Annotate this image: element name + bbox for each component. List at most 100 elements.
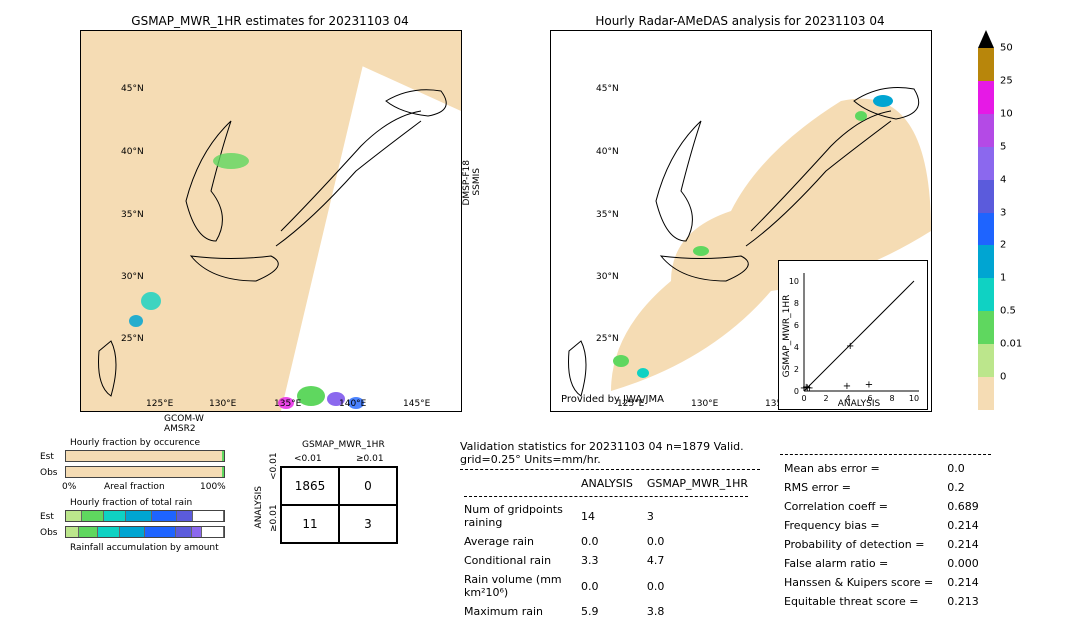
left-map: 25°N30°N 35°N40°N45°N 125°E130°E 135°E14… [80, 30, 462, 412]
svg-text:125°E: 125°E [146, 399, 174, 409]
colorbar-segment [978, 344, 994, 377]
colorbar-tick: 0.01 [1000, 339, 1022, 350]
score-row: RMS error =0.2 [782, 479, 989, 496]
ct-10: 11 [281, 505, 339, 543]
svg-text:10: 10 [789, 277, 799, 286]
svg-text:35°N: 35°N [596, 210, 619, 220]
validation-row: Num of gridpoints raining143 [462, 501, 758, 531]
colorbar-tick: 4 [1000, 174, 1006, 185]
svg-text:2: 2 [823, 394, 828, 403]
right-map-title: Hourly Radar-AMeDAS analysis for 2023110… [550, 14, 930, 28]
totalrain-obs-bar [65, 526, 225, 538]
validation-row: Average rain0.00.0 [462, 533, 758, 550]
occurrence-obs-label: Obs [40, 468, 58, 478]
provider-text: Provided by JWA/JMA [561, 394, 664, 405]
svg-text:25°N: 25°N [596, 334, 619, 344]
colorbar-segment [978, 278, 994, 311]
colorbar-tick: 3 [1000, 207, 1006, 218]
totalrain-title: Hourly fraction of total rain [70, 498, 192, 508]
ct-11: 3 [339, 505, 397, 543]
val-col0: ANALYSIS [579, 475, 643, 492]
svg-text:40°N: 40°N [596, 147, 619, 157]
totalrain-est-bar [65, 510, 225, 522]
occurrence-axis-l: 0% [62, 482, 76, 492]
svg-text:2: 2 [794, 365, 799, 374]
scores-block: Mean abs error =0.0RMS error =0.2Correla… [780, 454, 991, 612]
colorbar-tick: 2 [1000, 240, 1006, 251]
svg-text:8: 8 [794, 299, 799, 308]
svg-text:135°E: 135°E [274, 399, 302, 409]
scatter-plot: +++++++ 0246810 0246810 ANALYSIS GSMAP_M… [778, 260, 928, 410]
svg-text:35°N: 35°N [121, 210, 144, 220]
colorbar-arrow-icon [978, 30, 994, 48]
svg-text:130°E: 130°E [209, 399, 237, 409]
contingency-table: 18650 113 [280, 466, 398, 544]
colorbar-tick: 25 [1000, 75, 1013, 86]
score-row: Frequency bias =0.214 [782, 517, 989, 534]
colorbar-segment [978, 114, 994, 147]
colorbar-segment [978, 245, 994, 278]
scores-table: Mean abs error =0.0RMS error =0.2Correla… [780, 458, 991, 612]
svg-text:130°E: 130°E [691, 399, 719, 409]
colorbar-tick: 0 [1000, 372, 1006, 383]
svg-text:0: 0 [794, 387, 799, 396]
ct-00: 1865 [281, 467, 339, 505]
sat-label-1: GCOM-W [164, 414, 204, 424]
svg-text:30°N: 30°N [596, 272, 619, 282]
colorbar-tick: 50 [1000, 43, 1013, 54]
sat-label-2-sub: SSMIS [472, 168, 482, 196]
score-row: Correlation coeff =0.689 [782, 498, 989, 515]
occurrence-axis-label: Areal fraction [104, 482, 165, 492]
occurrence-axis-r: 100% [200, 482, 226, 492]
sat-label-1-sub: AMSR2 [164, 424, 196, 434]
svg-text:ANALYSIS: ANALYSIS [838, 399, 881, 409]
colorbar-segment [978, 311, 994, 344]
occurrence-est-bar [65, 450, 225, 462]
totalrain-est-label: Est [40, 512, 54, 522]
ct-rh1: ≥0.01 [269, 504, 279, 532]
score-row: Equitable threat score =0.213 [782, 593, 989, 610]
svg-text:+: + [865, 380, 873, 391]
svg-text:145°E: 145°E [403, 399, 431, 409]
ct-ch1: ≥0.01 [356, 454, 384, 464]
occurrence-obs-bar [65, 466, 225, 478]
svg-text:4: 4 [794, 343, 799, 352]
ct-rh0: <0.01 [269, 452, 279, 480]
svg-text:+: + [805, 383, 813, 394]
svg-text:8: 8 [889, 394, 894, 403]
svg-text:140°E: 140°E [339, 399, 367, 409]
svg-text:6: 6 [794, 321, 799, 330]
totalrain-obs-label: Obs [40, 528, 58, 538]
svg-text:+: + [843, 381, 851, 392]
colorbar-segment [978, 377, 994, 410]
colorbar-tick: 5 [1000, 141, 1006, 152]
totalrain-footer: Rainfall accumulation by amount [70, 543, 219, 553]
left-map-canvas: 25°N30°N 35°N40°N45°N 125°E130°E 135°E14… [81, 31, 461, 411]
svg-text:30°N: 30°N [121, 272, 144, 282]
val-col1: GSMAP_MWR_1HR [645, 475, 758, 492]
svg-text:25°N: 25°N [121, 334, 144, 344]
colorbar-segment [978, 180, 994, 213]
validation-table: ANALYSISGSMAP_MWR_1HR Num of gridpoints … [460, 473, 760, 622]
left-map-title: GSMAP_MWR_1HR estimates for 20231103 04 [80, 14, 460, 28]
ct-01: 0 [339, 467, 397, 505]
score-row: Hanssen & Kuipers score =0.214 [782, 574, 989, 591]
svg-text:40°N: 40°N [121, 147, 144, 157]
svg-text:45°N: 45°N [596, 84, 619, 94]
ct-ch0: <0.01 [294, 454, 322, 464]
occurrence-title: Hourly fraction by occurence [70, 438, 200, 448]
colorbar: 502510543210.50.010 [978, 30, 1033, 410]
svg-text:+: + [846, 341, 854, 352]
validation-title: Validation statistics for 20231103 04 n=… [460, 440, 760, 466]
ct-col-title: GSMAP_MWR_1HR [302, 440, 385, 450]
score-row: Probability of detection =0.214 [782, 536, 989, 553]
sat-label-2: DMSP-F18 [462, 160, 472, 206]
svg-text:0: 0 [801, 394, 806, 403]
colorbar-tick: 1 [1000, 273, 1006, 284]
score-row: False alarm ratio =0.000 [782, 555, 989, 572]
occurrence-est-label: Est [40, 452, 54, 462]
colorbar-tick: 0.5 [1000, 306, 1016, 317]
colorbar-segment [978, 147, 994, 180]
validation-row: Rain volume (mm km²10⁶)0.00.0 [462, 571, 758, 601]
colorbar-segment [978, 48, 994, 81]
